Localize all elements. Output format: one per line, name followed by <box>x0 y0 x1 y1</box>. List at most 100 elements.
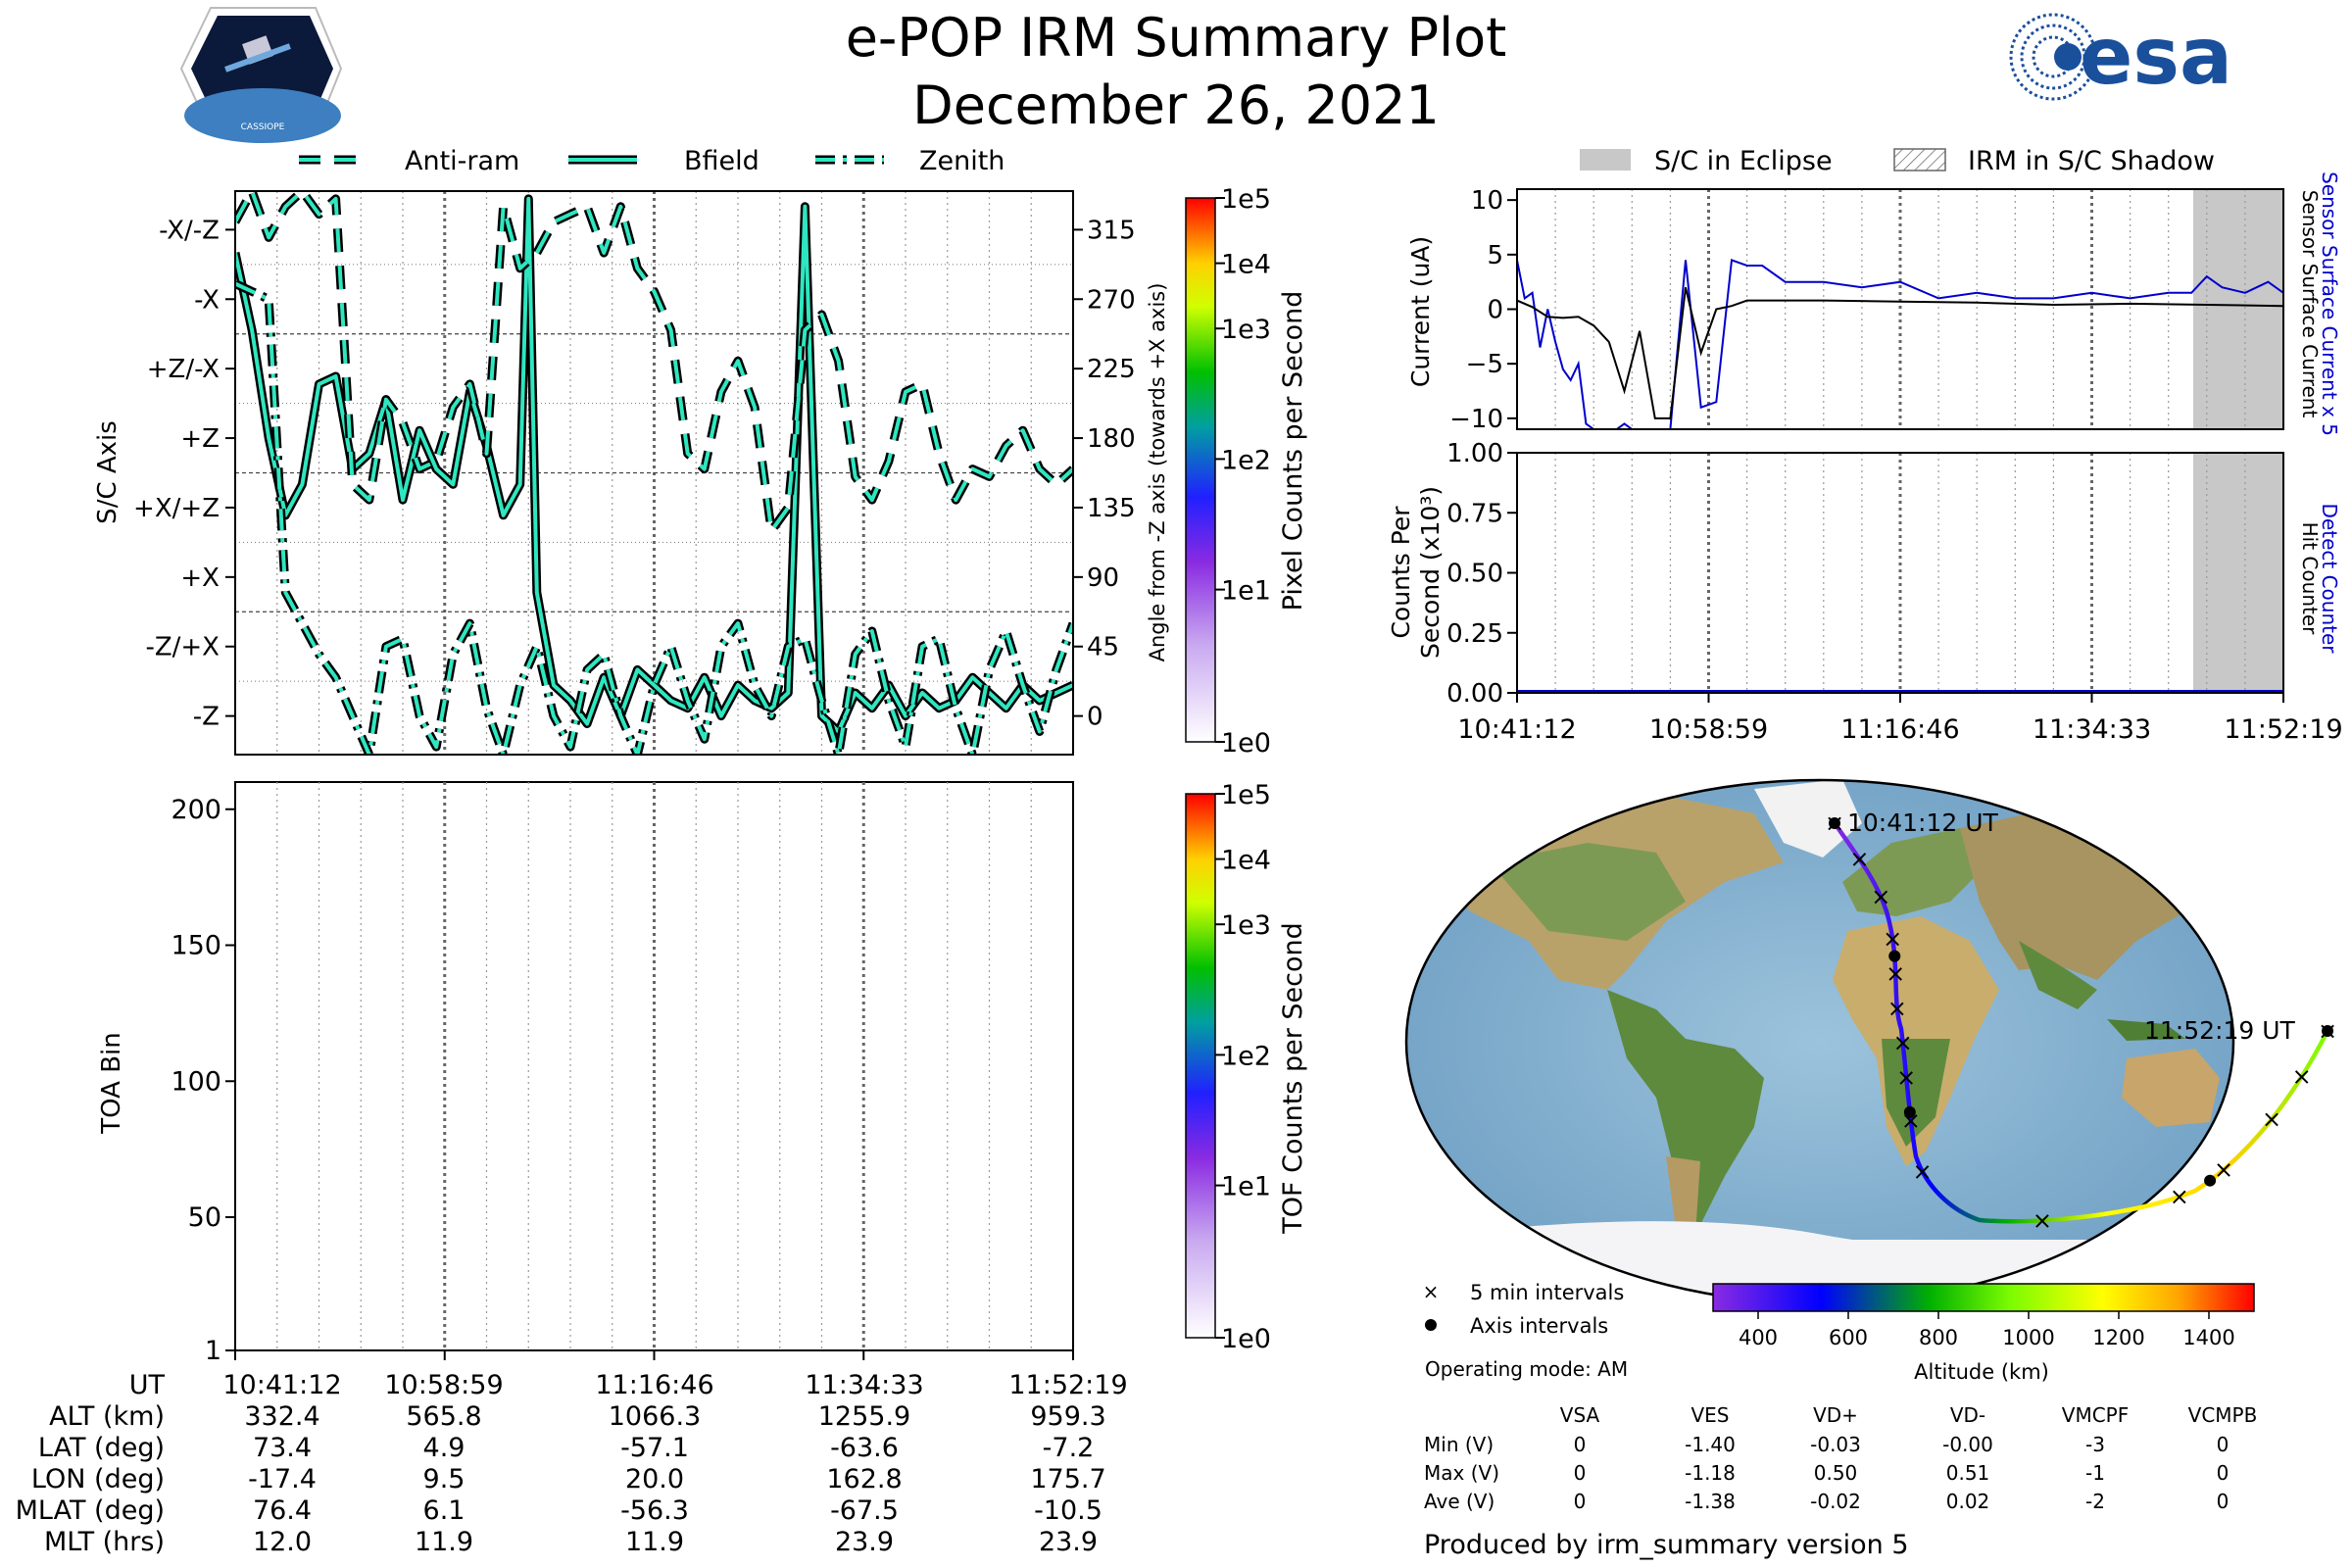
time-tick: 11:16:46 <box>1840 714 1959 745</box>
legend-5min-marker: × <box>1423 1280 1440 1303</box>
ephemeris-cell: 12.0 <box>253 1527 312 1557</box>
colorbar-tick: 1e0 <box>1221 728 1271 759</box>
ephemeris-cell: -57.1 <box>620 1433 689 1463</box>
ephemeris-row-header: UT <box>129 1370 166 1400</box>
ephemeris-cell: 23.9 <box>1039 1527 1098 1557</box>
map-legend: × 5 min intervals Axis intervals Operati… <box>1423 1280 1628 1381</box>
ephemeris-cell: 76.4 <box>253 1495 312 1526</box>
ephemeris-row-header: MLAT (deg) <box>16 1495 165 1526</box>
axis-left-tick: +Z/-X <box>147 355 220 384</box>
trace-anti-ram <box>235 191 1073 536</box>
ephemeris-cell: -10.5 <box>1034 1495 1102 1526</box>
ephemeris-cell: 4.9 <box>423 1433 466 1463</box>
voltage-cell: 0 <box>2217 1490 2230 1513</box>
time-tick: 10:41:12 <box>1457 714 1576 745</box>
legend-5min-label: 5 min intervals <box>1470 1281 1624 1304</box>
orbit-5min-marker: × <box>2214 1156 2233 1184</box>
orbit-5min-marker: × <box>1886 959 1905 987</box>
cassiope-logo: CASSIOPE <box>179 7 343 143</box>
ephemeris-cell: 6.1 <box>423 1495 466 1526</box>
orbit-5min-marker: × <box>1887 995 1907 1022</box>
toa-panel-ylabel: TOA Bin <box>97 1032 126 1134</box>
ephemeris-cell: 1066.3 <box>609 1401 701 1432</box>
orbit-axis-marker <box>1888 950 1901 962</box>
ephemeris-cell: 175.7 <box>1030 1464 1105 1494</box>
orbit-axis-marker <box>2204 1174 2217 1187</box>
voltage-cell: 0 <box>1574 1490 1587 1513</box>
axis-left-tick: +Z <box>180 424 220 454</box>
voltage-cell: 0.51 <box>1946 1461 1990 1485</box>
colorbar-tick: 1e3 <box>1221 910 1271 941</box>
toa-panel: 200 150 100 50 1 TOA Bin <box>97 781 1074 1366</box>
axis-right-tick: 270 <box>1087 285 1136 315</box>
ephemeris-cell: -56.3 <box>620 1495 689 1526</box>
voltage-row-label: Max (V) <box>1424 1461 1499 1485</box>
voltage-cell: 0.50 <box>1814 1461 1858 1485</box>
ephemeris-time: 10:58:59 <box>384 1370 503 1400</box>
ephemeris-row-header: LAT (deg) <box>38 1433 165 1463</box>
chart-date: December 26, 2021 <box>912 74 1440 136</box>
ephemeris-cell: -7.2 <box>1043 1433 1095 1463</box>
axis-right-tick: 135 <box>1087 494 1136 523</box>
voltage-cell: 0.02 <box>1946 1490 1990 1513</box>
orbit-axis-marker <box>1903 1105 1916 1118</box>
operating-mode: Operating mode: AM <box>1425 1357 1628 1381</box>
axis-right-tick: 180 <box>1087 424 1136 454</box>
orbit-map: ×××××××××××××××× 10:41:12 UT 11:52:19 UT <box>1404 778 2337 1305</box>
ephemeris-cell: 162.8 <box>826 1464 902 1494</box>
voltage-cell: 0 <box>2217 1433 2230 1456</box>
altitude-tick: 800 <box>1919 1326 1958 1349</box>
altitude-tick: 1400 <box>2182 1326 2234 1349</box>
counts-tick: 0.00 <box>1446 679 1503 709</box>
axis-right-tick: 90 <box>1087 564 1119 593</box>
axis-right-tick: 225 <box>1087 355 1136 384</box>
voltage-column-header: VCMPB <box>2188 1403 2258 1427</box>
legend-axis-marker <box>1425 1319 1437 1331</box>
axis-left-tick: -X <box>194 285 220 315</box>
colorbar-tick: 1e2 <box>1221 445 1271 475</box>
ephemeris-cell: 73.4 <box>253 1433 312 1463</box>
current-tick: −10 <box>1449 405 1503 434</box>
counts-panel: 1.00 0.75 0.50 0.25 0.00 Counts Per Second (… <box>1387 439 2343 745</box>
current-tick: 10 <box>1471 186 1503 216</box>
colorbar-tick: 1e4 <box>1221 250 1271 280</box>
orbit-5min-marker: × <box>1871 883 1890 910</box>
colorbar-tick: 1e2 <box>1221 1041 1271 1071</box>
axis-right-tick: 315 <box>1087 216 1136 245</box>
legend-axis-label: Axis intervals <box>1470 1314 1608 1338</box>
voltage-cell: -1.40 <box>1685 1433 1736 1456</box>
counts-tick: 0.50 <box>1446 560 1503 589</box>
ephemeris-cell: 11.9 <box>625 1527 684 1557</box>
voltage-cell: -0.02 <box>1810 1490 1861 1513</box>
toa-tick: 200 <box>171 795 221 825</box>
axis-panel-right-label: Angle from -Z axis (towards +X axis) <box>1146 283 1169 662</box>
eclipse-band-counts <box>2193 453 2283 693</box>
colorbar-tick: 1e0 <box>1221 1324 1271 1354</box>
current-panel-ylabel: Current (uA) <box>1406 236 1435 387</box>
orbit-5min-marker: × <box>1893 1029 1913 1056</box>
time-tick: 11:52:19 <box>2224 714 2342 745</box>
voltage-cell: -3 <box>2085 1433 2105 1456</box>
ephemeris-cell: 959.3 <box>1030 1401 1105 1432</box>
altitude-tick: 1000 <box>2002 1326 2054 1349</box>
axis-left-tick: +X <box>180 564 220 593</box>
orbit-axis-marker <box>1829 817 1840 829</box>
ephemeris-cell: 332.4 <box>244 1401 319 1432</box>
counts-right-label-2: Hit Counter <box>2298 522 2322 635</box>
current-right-label-1: Sensor Surface Current x 5 <box>2318 172 2341 436</box>
sensor-current-trace <box>1517 286 2283 419</box>
toa-tick: 1 <box>205 1336 221 1366</box>
svg-text:esa: esa <box>2080 11 2232 102</box>
ephemeris-time: 11:52:19 <box>1008 1370 1127 1400</box>
tof-colorbar-label: TOF Counts per Second <box>1278 922 1308 1235</box>
axis-left-tick: +X/+Z <box>133 494 220 523</box>
voltage-cell: -0.03 <box>1810 1433 1861 1456</box>
orbit-axis-marker <box>2322 1025 2333 1037</box>
voltage-cell: 0 <box>1574 1461 1587 1485</box>
ephemeris-cell: 11.9 <box>415 1527 473 1557</box>
axis-panel: -X/-Z -X +Z/-X +Z +X/+Z +X -Z/+X -Z 315 270 225 18… <box>93 190 1169 756</box>
orbit-5min-marker: × <box>1883 925 1902 953</box>
ephemeris-row-header: MLT (hrs) <box>44 1527 165 1557</box>
